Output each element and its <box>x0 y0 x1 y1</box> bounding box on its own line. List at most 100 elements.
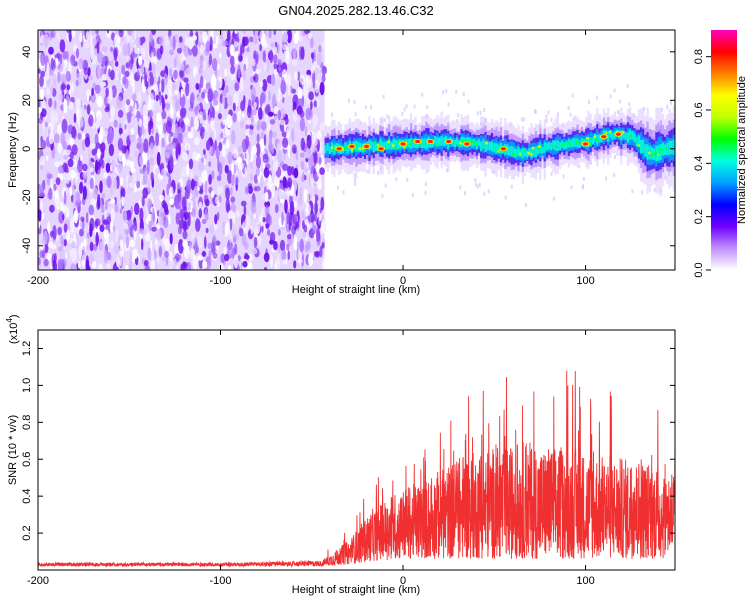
noise-blob <box>177 132 184 144</box>
noise-blob <box>313 251 320 257</box>
noise-blob <box>273 115 277 121</box>
noise-blob <box>70 96 75 103</box>
noise-blob <box>110 115 115 122</box>
noise-blob <box>169 102 173 115</box>
noise-blob <box>141 228 148 236</box>
band-speck <box>457 113 460 118</box>
noise-blob <box>295 150 299 161</box>
noise-blob <box>98 263 103 270</box>
noise-blob <box>253 101 257 109</box>
noise-blob <box>126 111 133 118</box>
noise-blob <box>261 225 264 233</box>
noise-blob <box>40 164 43 171</box>
snr-y-ticks: 0.2 0.4 0.6 0.8 1.0 1.2 <box>21 341 675 541</box>
noise-blob <box>204 208 208 223</box>
band-speck <box>608 130 613 134</box>
noise-blob <box>319 245 323 258</box>
noise-blob <box>234 82 240 92</box>
noise-blob <box>153 83 159 93</box>
noise-blob <box>198 208 203 219</box>
noise-blob <box>215 35 219 45</box>
noise-blob <box>102 219 109 226</box>
noise-blob <box>212 43 218 49</box>
noise-blob <box>251 202 257 215</box>
noise-blob <box>180 108 186 119</box>
noise-blob <box>162 236 166 246</box>
spectrogram-y-label: Frequency (Hz) <box>7 112 19 188</box>
band-speck <box>377 170 379 175</box>
noise-blob <box>38 107 42 113</box>
noise-blob <box>40 139 47 150</box>
noise-blob <box>121 64 126 75</box>
noise-blob <box>202 260 208 269</box>
noise-blob <box>263 266 268 270</box>
band-segment <box>388 138 391 150</box>
noise-blob <box>213 99 219 106</box>
noise-blob <box>94 84 101 95</box>
noise-blob <box>194 66 200 75</box>
noise-blob <box>101 74 105 81</box>
band-speck <box>659 121 662 126</box>
noise-blob <box>178 239 184 254</box>
band-speck <box>670 100 673 105</box>
band-speck <box>665 147 669 151</box>
noise-blob <box>248 253 253 262</box>
noise-blob <box>46 155 49 162</box>
noise-blob <box>48 97 53 108</box>
band-speck <box>424 181 427 186</box>
band-segment <box>440 135 443 146</box>
noise-blob <box>216 211 220 221</box>
noise-blob <box>284 188 289 195</box>
noise-blob <box>268 30 272 39</box>
band-segment <box>453 139 457 148</box>
noise-blob <box>293 33 299 44</box>
band-segment <box>526 150 529 158</box>
peak-point <box>336 147 342 151</box>
band-segment <box>659 144 662 160</box>
band-speck <box>456 118 459 123</box>
noise-blob <box>103 229 110 240</box>
band-speck <box>354 178 356 182</box>
band-segment <box>626 132 630 143</box>
noise-blob <box>86 104 91 115</box>
noise-blob <box>231 163 234 176</box>
noise-blob <box>172 35 176 51</box>
noise-blob <box>112 46 119 58</box>
noise-blob <box>173 94 178 102</box>
noise-blob <box>319 122 326 132</box>
noise-blob <box>144 72 148 81</box>
noise-blob <box>100 148 105 159</box>
band-speck <box>421 92 424 97</box>
noise-blob <box>91 87 94 97</box>
noise-blob <box>247 183 253 189</box>
noise-blob <box>314 79 320 94</box>
snr-frame <box>37 329 676 571</box>
noise-blob <box>312 137 319 146</box>
noise-blob <box>227 210 234 219</box>
noise-blob <box>224 253 230 262</box>
noise-blob <box>55 177 61 186</box>
noise-blob <box>85 89 92 97</box>
band-speck <box>447 121 450 126</box>
band-speck <box>380 119 383 124</box>
noise-blob <box>105 87 109 98</box>
noise-blob <box>242 220 246 229</box>
band-speck <box>613 88 616 93</box>
noise-blob <box>234 58 238 64</box>
noise-blob <box>168 175 172 190</box>
band-speck <box>609 94 612 99</box>
noise-blob <box>243 205 247 216</box>
band-segment <box>556 140 559 151</box>
band-segment <box>491 141 494 152</box>
noise-blob <box>110 207 115 222</box>
y-tick-label: 1.2 <box>21 341 33 356</box>
noise-blob <box>236 230 240 241</box>
noise-blob <box>316 228 321 243</box>
noise-blob <box>166 183 170 196</box>
band-segment <box>650 147 654 160</box>
noise-blob <box>115 60 119 67</box>
noise-blob <box>149 156 155 165</box>
noise-blob <box>149 142 154 156</box>
band-speck <box>547 110 550 115</box>
noise-blob <box>227 151 233 165</box>
